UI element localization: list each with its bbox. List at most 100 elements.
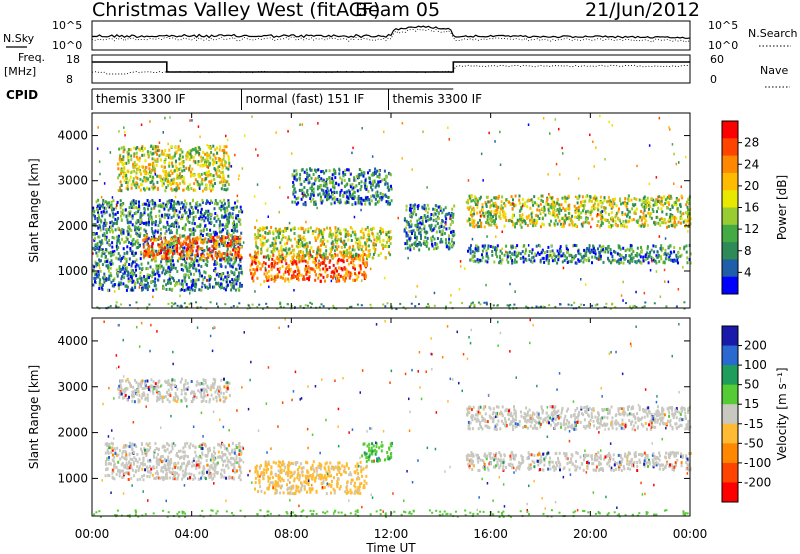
data-cell [157,270,160,274]
data-cell [117,271,119,275]
data-cell [364,242,367,246]
data-cell [117,234,120,238]
data-cell [172,263,175,267]
data-cell [409,236,412,240]
data-cell [225,180,228,184]
nsky-series [91,25,691,39]
data-cell [97,235,100,239]
data-cell [120,183,123,187]
data-cell [304,254,307,258]
data-cell [314,273,317,277]
data-cell [149,274,152,278]
data-cell [547,245,550,249]
data-cell [202,189,204,193]
data-cell [207,238,210,242]
data-cell [491,203,494,207]
data-cell [620,224,623,228]
data-cell [152,238,155,242]
data-cell [680,213,683,217]
data-cell [141,145,144,149]
data-cell [336,241,339,245]
data-cell [122,146,125,150]
data-cell [437,205,440,209]
data-cell [522,217,525,221]
data-cell [150,280,153,284]
data-cell [146,237,149,241]
data-cell [223,148,225,152]
data-cell [638,253,641,257]
data-cell [226,283,229,287]
data-cell [389,202,392,205]
data-cell [365,254,368,257]
data-cell [219,253,221,257]
data-cell [183,234,186,238]
data-cell [312,268,315,272]
data-cell [193,222,196,226]
data-cell [167,240,170,244]
data-cell [331,177,334,181]
data-cell [122,282,125,286]
data-cell [418,248,421,252]
data-cell [181,155,184,159]
data-cell [143,147,146,150]
data-cell [218,230,221,234]
data-cell [218,223,221,227]
data-cell [257,260,260,264]
data-cell [333,196,336,200]
data-cell [201,238,204,242]
data-cell [101,214,104,218]
data-cell [315,177,318,181]
data-cell [197,162,200,166]
data-cell [316,248,319,252]
data-cell [141,179,144,183]
data-cell [683,219,686,223]
data-cell [186,248,188,252]
data-cell [476,203,479,207]
data-cell [293,187,296,191]
data-cell [347,256,350,260]
data-cell [234,242,237,246]
data-cell [200,253,203,257]
data-cell [105,221,108,225]
data-cell [614,223,617,227]
data-cell [548,222,551,226]
data-cell [258,262,261,265]
data-cell [164,178,167,182]
data-cell [122,150,125,154]
data-cell [499,217,502,220]
data-cell [360,202,363,206]
data-cell [406,223,409,226]
data-cell [119,206,122,210]
data-cell [125,161,128,165]
data-cell [111,262,114,266]
data-cell [503,202,506,206]
data-cell [470,211,473,214]
data-cell [328,265,331,269]
data-cell [325,169,328,173]
data-cell [220,204,223,208]
data-cell [135,155,138,159]
data-cell [202,249,205,253]
data-cell [365,264,368,268]
data-cell [121,237,123,241]
data-cell [232,256,235,260]
data-cell [126,184,129,188]
data-cell [222,174,225,178]
data-cell [322,230,325,234]
data-cell [168,164,171,168]
data-cell [101,205,104,209]
data-cell [125,269,128,273]
data-cell [667,200,670,204]
data-cell [170,238,172,241]
data-cell [257,252,260,256]
data-cell [145,239,148,243]
data-cell [513,253,516,257]
data-cell [100,210,103,214]
data-cell [152,175,154,179]
data-cell [160,246,163,250]
data-cell [240,245,243,249]
data-cell [228,164,231,168]
data-cell [479,197,481,201]
data-cell [175,159,177,163]
data-cell [487,200,490,204]
